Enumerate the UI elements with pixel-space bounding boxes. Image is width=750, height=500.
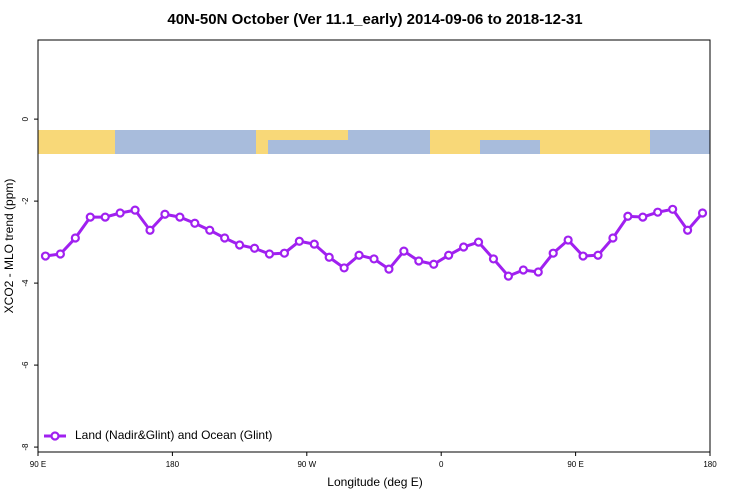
data-point [578,251,588,261]
data-point [608,233,618,243]
chart-title: 40N-50N October (Ver 11.1_early) 2014-09… [167,11,582,28]
map-strip [38,130,710,154]
x-tick-label: 180 [166,460,180,469]
data-point [638,212,648,222]
data-point [593,250,603,260]
data-point [384,264,394,274]
data-point [548,248,558,258]
data-point [264,249,275,259]
data-point [294,236,304,246]
data-point [145,225,155,235]
data-point [473,237,484,247]
plot-frame [37,39,711,453]
y-axis-label: XCO2 - MLO trend (ppm) [2,179,16,314]
y-tick-label: -2 [21,197,30,205]
data-point [220,233,230,243]
data-point [533,267,543,277]
data-point [623,211,633,221]
data-point [100,212,110,222]
y-tick-label: -8 [21,443,30,451]
y-tick-label: -6 [21,361,30,369]
data-point [429,259,439,269]
data-point [369,254,379,264]
data-point [697,208,708,218]
data-point [518,265,528,275]
legend-marker [50,431,60,441]
x-tick-label: 180 [703,460,717,469]
data-point [70,233,80,243]
data-point [235,240,245,250]
x-tick-label: 90 E [30,460,46,469]
x-axis-label: Longitude (deg E) [327,475,422,489]
data-point [40,251,51,261]
legend-label: Land (Nadir&Glint) and Ocean (Glint) [75,428,272,442]
data-point [563,235,573,245]
x-tick-label: 90 W [297,460,316,469]
data-point [279,248,289,258]
x-tick-label: 90 E [567,460,583,469]
data-point [175,212,185,222]
data-point [414,256,424,266]
data-point [488,254,499,264]
y-tick-label: 0 [21,116,30,121]
data-point [115,208,125,218]
data-point [160,209,170,219]
data-point [130,205,140,215]
data-point [324,252,334,262]
data-point [444,250,454,260]
x-tick-label: 0 [439,460,444,469]
data-point [190,218,200,228]
data-point [503,271,513,281]
data-point [399,246,409,256]
data-point [653,207,663,217]
data-point [85,212,95,222]
data-point [459,242,469,252]
data-point [249,243,260,253]
y-tick-label: -4 [21,279,30,287]
data-point [339,263,349,273]
data-point [309,239,319,249]
data-point [668,204,678,214]
data-point [55,249,66,259]
series-line [45,207,704,278]
data-point [682,225,693,235]
data-point [354,250,364,260]
data-point [205,225,215,235]
